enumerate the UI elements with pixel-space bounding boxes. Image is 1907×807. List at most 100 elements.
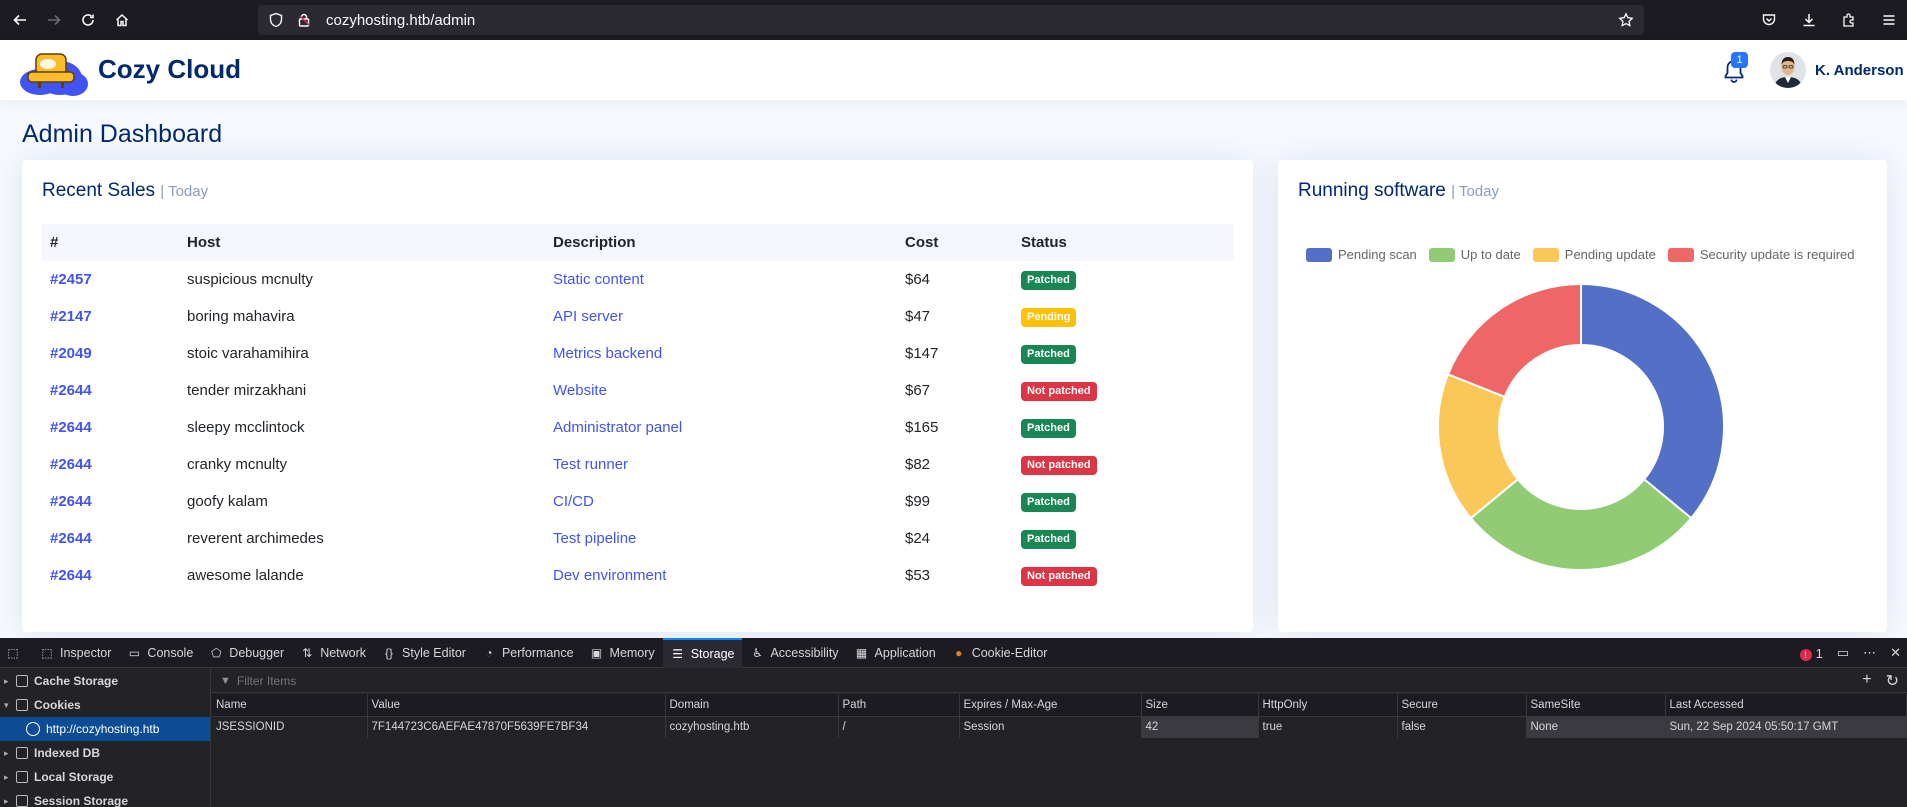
tree-item-indexed-db[interactable]: ▸ Indexed DB — [0, 741, 210, 765]
url-text[interactable]: cozyhosting.htb/admin — [326, 11, 476, 29]
cookie-cell[interactable]: 42 — [1141, 716, 1259, 738]
extensions-button[interactable] — [1835, 6, 1863, 34]
tab-accessibility[interactable]: ♿ Accessibility — [742, 638, 846, 668]
tab-storage[interactable]: ☰ Storage — [662, 637, 743, 668]
cookie-column-header[interactable]: Path — [838, 694, 960, 717]
tab-console[interactable]: ▭ Console — [119, 638, 201, 668]
close-devtools-icon[interactable]: ✕ — [1890, 645, 1901, 660]
cookie-cell[interactable]: Session — [959, 716, 1142, 738]
tab-debugger[interactable]: ⬠ Debugger — [201, 638, 292, 668]
dock-toggle-icon[interactable]: ▭ — [1836, 645, 1850, 660]
filter-items-input[interactable] — [236, 673, 637, 688]
forward-button[interactable] — [40, 6, 68, 34]
cookie-column-header[interactable]: Last Accessed — [1665, 694, 1907, 717]
column-header[interactable]: # — [42, 224, 179, 261]
cookie-column-header[interactable]: SameSite — [1526, 694, 1666, 717]
description-link[interactable]: Test pipeline — [553, 530, 637, 547]
description-link[interactable]: Dev environment — [553, 567, 667, 584]
cookie-column-header[interactable]: Domain — [665, 694, 839, 717]
tab-network[interactable]: ⇅ Network — [292, 638, 374, 668]
user-name[interactable]: K. Anderson — [1815, 62, 1904, 79]
order-id-link[interactable]: #2147 — [50, 308, 92, 325]
tree-item-cache-storage[interactable]: ▸ Cache Storage — [0, 669, 210, 693]
order-id-link[interactable]: #2644 — [50, 456, 92, 473]
brand-name[interactable]: Cozy Cloud — [98, 54, 241, 84]
cozy-cloud-logo[interactable] — [18, 44, 90, 100]
reload-button[interactable] — [74, 6, 102, 34]
cookie-cell[interactable]: 7F144723C6AEFAE47870F5639FE7BF34 — [367, 716, 666, 738]
tab-application[interactable]: ▦ Application — [847, 638, 944, 668]
bookmark-star-icon[interactable] — [1618, 12, 1634, 28]
legend-item[interactable]: Pending update — [1532, 247, 1656, 262]
column-header[interactable]: Host — [179, 224, 545, 261]
home-button[interactable] — [108, 6, 136, 34]
column-header[interactable]: Status — [1013, 224, 1234, 261]
lock-icon[interactable] — [296, 12, 312, 28]
order-id-link[interactable]: #2644 — [50, 419, 92, 436]
order-id-link[interactable]: #2644 — [50, 493, 92, 510]
user-avatar[interactable] — [1770, 52, 1806, 88]
downloads-button[interactable] — [1795, 6, 1823, 34]
running-software-title: Running software | Today — [1298, 180, 1499, 202]
cookie-cell[interactable]: JSESSIONID — [212, 716, 368, 738]
pocket-button[interactable] — [1755, 6, 1783, 34]
legend-item[interactable]: Up to date — [1428, 247, 1521, 262]
menu-button[interactable] — [1875, 6, 1903, 34]
refresh-icon[interactable]: ↻ — [1885, 673, 1899, 690]
order-id-link[interactable]: #2644 — [50, 530, 92, 547]
cookie-row[interactable]: JSESSIONID 7F144723C6AEFAE47870F5639FE7BF… — [212, 716, 1907, 738]
cookie-cell[interactable]: None — [1526, 716, 1666, 738]
description-link[interactable]: Website — [553, 382, 607, 399]
order-id-link[interactable]: #2049 — [50, 345, 92, 362]
tree-item-cookie-host[interactable]: http://cozyhosting.htb — [0, 717, 210, 741]
shield-icon[interactable] — [268, 12, 284, 28]
order-id-link[interactable]: #2644 — [50, 567, 92, 584]
address-bar[interactable]: cozyhosting.htb/admin — [258, 5, 1644, 35]
status-cell: Patched — [1013, 261, 1234, 298]
cookie-cell[interactable]: / — [838, 716, 960, 738]
back-button[interactable] — [6, 6, 34, 34]
description-link[interactable]: CI/CD — [553, 493, 594, 510]
add-item-icon[interactable]: + — [1862, 671, 1872, 688]
order-id-link[interactable]: #2457 — [50, 271, 92, 288]
cookie-column-header[interactable]: Name — [212, 694, 368, 717]
description-link[interactable]: API server — [553, 308, 624, 325]
error-count-indicator[interactable]: ! 1 — [1786, 646, 1823, 661]
cookie-column-header[interactable]: Value — [367, 694, 666, 717]
tab-inspector[interactable]: ⬚ Inspector — [32, 638, 119, 668]
cookie-column-header[interactable]: Size — [1141, 694, 1259, 717]
column-header[interactable]: Description — [545, 224, 897, 261]
notification-badge[interactable]: 1 — [1731, 52, 1748, 68]
tab-style-editor[interactable]: {} Style Editor — [374, 638, 474, 668]
order-id-link[interactable]: #2644 — [50, 382, 92, 399]
description-link[interactable]: Static content — [553, 271, 644, 288]
status-cell: Patched — [1013, 520, 1234, 557]
status-cell: Patched — [1013, 335, 1234, 372]
tree-item-local-storage[interactable]: ▸ Local Storage — [0, 765, 210, 789]
cookie-cell[interactable]: true — [1258, 716, 1398, 738]
slice-pending-scan[interactable] — [1580, 282, 1725, 520]
description-link[interactable]: Metrics backend — [553, 345, 663, 362]
slice-up-to-date[interactable] — [1469, 477, 1693, 571]
legend-item[interactable]: Pending scan — [1306, 247, 1417, 262]
tab-cookie-editor[interactable]: ● Cookie-Editor — [944, 638, 1056, 668]
column-header[interactable]: Cost — [897, 224, 1013, 261]
slice-security-update-is-required[interactable] — [1446, 282, 1582, 399]
cookie-cell[interactable]: false — [1397, 716, 1527, 738]
more-options-icon[interactable]: ⋯ — [1863, 645, 1877, 660]
element-picker-button[interactable]: ⬚ — [0, 638, 32, 668]
tab-memory[interactable]: ▣ Memory — [582, 638, 663, 668]
description-link[interactable]: Administrator panel — [553, 419, 683, 436]
tree-item-session-storage[interactable]: ▸ Session Storage — [0, 789, 210, 807]
description-link[interactable]: Test runner — [553, 456, 629, 473]
cookie-column-header[interactable]: Secure — [1397, 694, 1527, 717]
cookie-column-header[interactable]: Expires / Max-Age — [959, 694, 1142, 717]
cookie-cell[interactable]: Sun, 22 Sep 2024 05:50:17 GMT — [1665, 716, 1907, 738]
legend-item[interactable]: Security update is required — [1667, 247, 1855, 262]
tab-performance[interactable]: ◔ Performance — [474, 638, 582, 668]
cookie-column-header[interactable]: HttpOnly — [1258, 694, 1398, 717]
status-badge: Patched — [1021, 529, 1076, 549]
tree-item-cookies[interactable]: ▾ Cookies — [0, 693, 210, 717]
host-cell: goofy kalam — [187, 493, 268, 510]
cookie-cell[interactable]: cozyhosting.htb — [665, 716, 839, 738]
